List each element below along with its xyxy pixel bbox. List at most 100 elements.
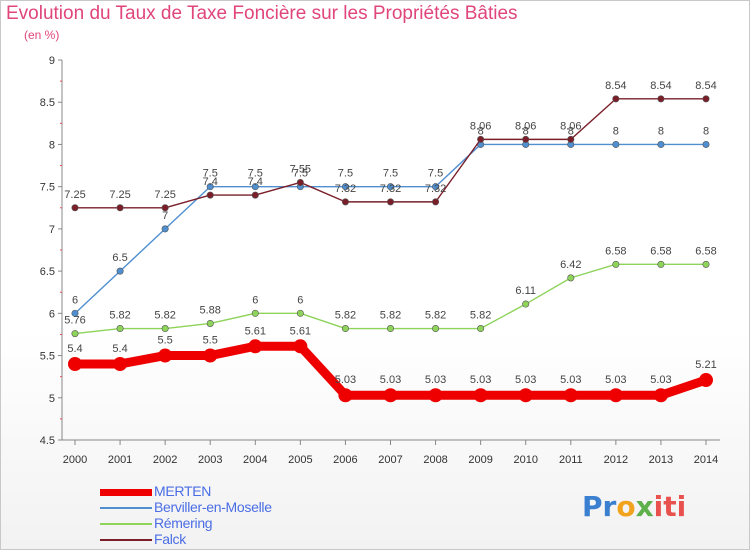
x-tick-label: 2014 [694, 454, 718, 466]
data-label: 7.25 [64, 189, 85, 201]
data-point [296, 178, 304, 186]
y-tick-label: 4.5 [40, 435, 55, 447]
data-point [477, 135, 485, 143]
data-label: 5.03 [470, 374, 491, 386]
data-label: 5.03 [335, 374, 356, 386]
data-label: 5.82 [380, 310, 401, 322]
data-point [702, 260, 710, 268]
data-label: 8 [613, 125, 619, 137]
data-point [702, 95, 710, 103]
legend-swatch [100, 523, 152, 525]
data-point [251, 309, 259, 317]
data-point [653, 388, 668, 403]
series-layer [68, 95, 713, 403]
data-point [71, 204, 79, 212]
proxiti-logo: Proxiti [582, 490, 686, 523]
x-tick-label: 2006 [333, 454, 357, 466]
chart-title: Evolution du Taux de Taxe Foncière sur l… [6, 3, 518, 24]
data-point [113, 357, 128, 371]
data-point [567, 274, 575, 282]
y-tick-label: 9 [49, 55, 55, 67]
axes: 4.5 5 5.5 6 6.5 7 7.5 8 8.5 9 2000 2001 2002 2003 2004… [40, 55, 720, 466]
data-label: 6 [297, 294, 303, 306]
legend-swatch [100, 507, 152, 509]
data-label: 5.03 [515, 374, 536, 386]
data-label: 6.42 [560, 259, 581, 271]
data-label: 7.5 [428, 168, 443, 180]
x-tick-label: 2003 [198, 454, 222, 466]
y-tick-label: 7.5 [40, 182, 55, 194]
legend-swatch [100, 488, 152, 496]
x-tick-label: 2005 [288, 454, 312, 466]
data-label: 5.03 [380, 374, 401, 386]
data-point [432, 183, 440, 191]
data-label: 7.32 [380, 183, 401, 195]
data-point [563, 388, 578, 403]
data-point [116, 325, 124, 333]
data-point [699, 373, 713, 388]
data-point [612, 140, 620, 148]
data-label: 5.5 [157, 335, 172, 347]
data-label: 5.03 [605, 374, 626, 386]
data-label-layer: 6 6.5 7 7.5 7.5 7.5 7.5 7.5 7.5 8 8 8 8 8 8 7.25 7.25 7.2… [64, 80, 716, 386]
data-label: 7.32 [335, 183, 356, 195]
data-label: 5.03 [425, 374, 446, 386]
data-label: 7.32 [425, 183, 446, 195]
x-tick-label: 2011 [559, 454, 583, 466]
data-point [161, 325, 169, 333]
data-label: 7.5 [383, 168, 398, 180]
data-point [206, 191, 214, 199]
data-point [251, 191, 259, 199]
x-tick-label: 2009 [468, 454, 492, 466]
data-label: 7.5 [248, 168, 263, 180]
data-point [206, 319, 214, 327]
data-point [386, 198, 394, 206]
data-point [68, 357, 82, 371]
data-label: 6.5 [112, 252, 127, 264]
data-label: 6 [72, 294, 78, 306]
x-tick-label: 2004 [243, 454, 267, 466]
data-label: 5.82 [335, 310, 356, 322]
data-label: 5.61 [245, 325, 266, 337]
data-label: 7.4 [203, 176, 218, 188]
x-tick-label: 2000 [63, 454, 87, 466]
data-label: 7.5 [203, 168, 218, 180]
data-point [518, 388, 533, 403]
data-label: 7.4 [248, 176, 263, 188]
logo-part: iti [653, 490, 687, 523]
data-label: 5.03 [560, 374, 581, 386]
x-tick-label: 2008 [423, 454, 447, 466]
data-label: 8.54 [695, 80, 716, 92]
data-point [522, 135, 530, 143]
data-label: 8 [568, 125, 574, 137]
y-tick-label: 8.5 [40, 97, 55, 109]
data-point [386, 183, 394, 191]
data-label: 8.06 [515, 120, 536, 132]
data-point [477, 325, 485, 333]
data-point [432, 198, 440, 206]
y-tick-label: 7 [49, 224, 55, 236]
data-label: 8.54 [650, 80, 671, 92]
data-point [473, 388, 488, 403]
data-label: 8.06 [470, 120, 491, 132]
data-label: 6.58 [695, 245, 716, 257]
data-point [657, 140, 665, 148]
data-point [522, 300, 530, 308]
data-label: 5.5 [203, 335, 218, 347]
x-tick-label: 2010 [513, 454, 537, 466]
y-tick-label: 5 [49, 393, 55, 405]
data-label: 8 [658, 125, 664, 137]
data-point [657, 260, 665, 268]
data-point [428, 388, 443, 403]
data-point [432, 325, 440, 333]
data-point [71, 330, 79, 338]
data-point [341, 183, 349, 191]
data-label: 8 [703, 125, 709, 137]
data-label: 6 [252, 294, 258, 306]
series-merten [68, 339, 713, 403]
data-label: 5.82 [470, 310, 491, 322]
y-tick-label: 6 [49, 308, 55, 320]
data-label: 7.5 [338, 168, 353, 180]
data-label: 5.4 [112, 343, 127, 355]
data-point [612, 95, 620, 103]
